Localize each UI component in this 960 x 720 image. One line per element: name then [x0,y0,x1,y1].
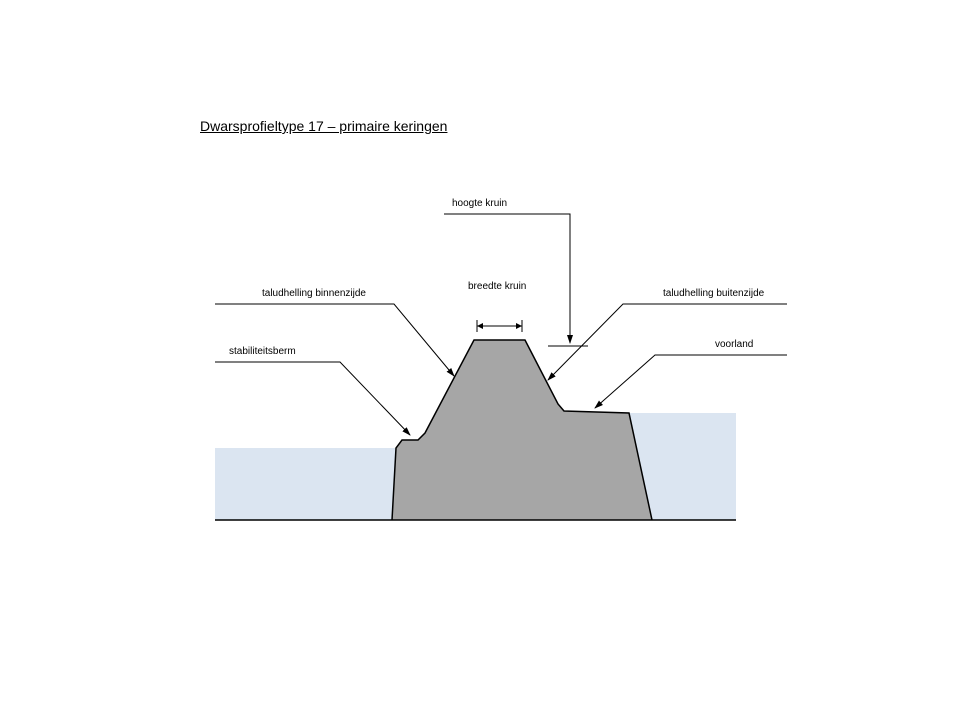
label-talud-binnen: taludhelling binnenzijde [262,288,366,299]
label-breedte-kruin: breedte kruin [468,281,526,292]
label-voorland: voorland [715,339,753,350]
label-hoogte-kruin: hoogte kruin [452,198,507,209]
label-talud-buiten: taludhelling buitenzijde [663,288,764,299]
cross-section-diagram [0,0,960,720]
label-stabiliteitsberm: stabiliteitsberm [229,346,296,357]
